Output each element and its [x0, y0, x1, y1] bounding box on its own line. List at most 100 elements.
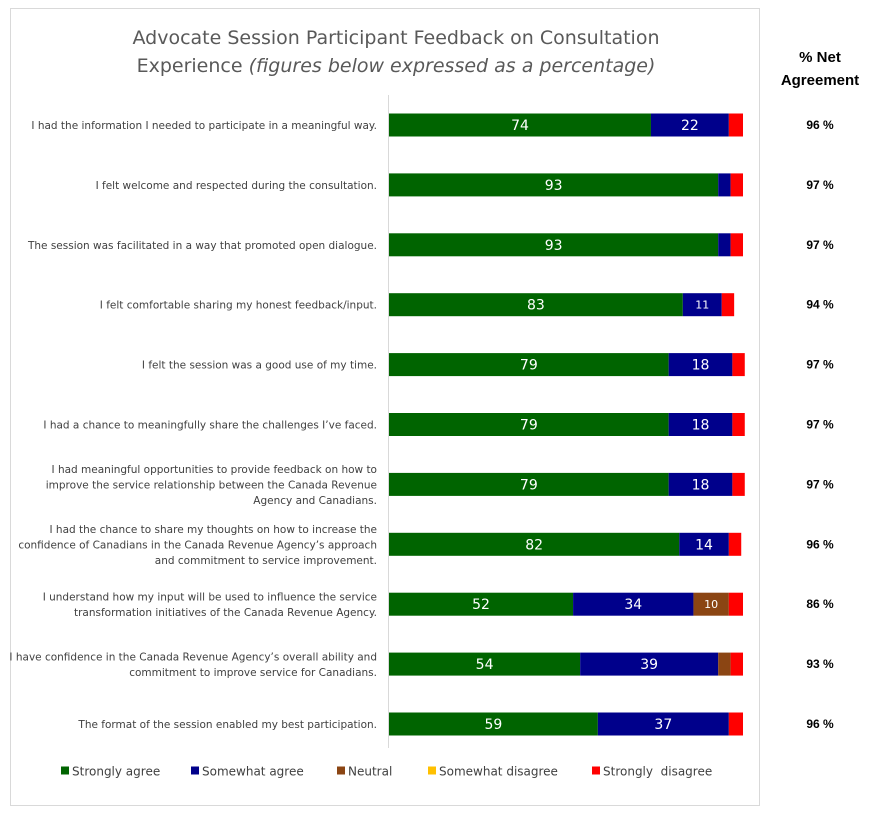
- bar-segment-strongly-agree: [389, 293, 683, 317]
- category-label: I felt the session was a good use of my …: [142, 360, 377, 372]
- bar-segment-strongly-agree: [389, 233, 719, 257]
- net-agreement-value: 97 %: [806, 477, 834, 491]
- bar-segment-strongly-agree: [389, 113, 651, 137]
- bar-segment-somewhat-agree: [682, 293, 722, 317]
- bar-segment-strongly-disagree: [728, 712, 743, 736]
- bar-segment-strongly-disagree: [730, 233, 743, 257]
- data-label: 37: [654, 717, 672, 733]
- bar-segment-strongly-disagree: [728, 113, 743, 137]
- net-agreement-value: 86 %: [806, 597, 834, 611]
- bar-segment-strongly-agree: [389, 353, 669, 377]
- bar-segment-somewhat-agree: [679, 532, 729, 556]
- data-label: 34: [624, 597, 642, 613]
- legend-label: Neutral: [348, 765, 392, 779]
- net-agreement-value: 94 %: [806, 298, 834, 312]
- data-label: 10: [704, 598, 718, 611]
- bar-segment-strongly-agree: [389, 592, 574, 616]
- legend-item: Somewhat agree: [191, 765, 304, 779]
- data-label: 79: [520, 477, 538, 493]
- category-label: I understand how my input will be used t…: [43, 592, 377, 604]
- chart-title-line2-main: Experience: [137, 55, 243, 77]
- bar-segment-somewhat-agree: [718, 233, 731, 257]
- data-label: 82: [525, 537, 543, 553]
- data-label: 39: [640, 657, 658, 673]
- category-label: I had the chance to share my thoughts on…: [49, 524, 377, 536]
- data-label: 93: [545, 178, 563, 194]
- net-agreement-value: 96 %: [806, 118, 834, 132]
- category-label: I have confidence in the Canada Revenue …: [9, 651, 377, 663]
- legend-label: Strongly agree: [72, 765, 160, 779]
- plot-area: I had the information I needed to partic…: [9, 113, 834, 736]
- legend-item: Somewhat disagree: [428, 765, 558, 779]
- legend-label: Strongly disagree: [603, 765, 712, 779]
- net-agreement-value: 96 %: [806, 537, 834, 551]
- bar-segment-strongly-agree: [389, 413, 669, 436]
- bar-segment-strongly-disagree: [721, 293, 735, 317]
- data-label: 59: [485, 717, 503, 733]
- bar-segment-somewhat-agree: [668, 472, 733, 496]
- bar-segment-strongly-agree: [389, 652, 581, 676]
- data-label: 22: [681, 118, 699, 134]
- category-label: confidence of Canadians in the Canada Re…: [18, 539, 377, 551]
- bar-segment-strongly-disagree: [732, 413, 745, 436]
- category-label: I had a chance to meaningfully share the…: [43, 420, 377, 432]
- data-label: 52: [472, 597, 490, 613]
- bar-segment-neutral: [693, 592, 729, 616]
- data-label: 74: [511, 118, 529, 134]
- category-label: I had the information I needed to partic…: [31, 120, 377, 132]
- legend-swatch: [61, 766, 69, 775]
- legend-swatch: [428, 766, 436, 775]
- data-label: 54: [476, 657, 494, 673]
- category-label: transformation initiatives of the Canada…: [74, 607, 377, 619]
- category-label: I had meaningful opportunities to provid…: [52, 464, 377, 476]
- data-label: 11: [695, 299, 709, 312]
- data-label: 14: [695, 537, 713, 553]
- bar-segment-somewhat-agree: [668, 413, 733, 436]
- data-label: 18: [692, 477, 710, 493]
- legend-label: Somewhat disagree: [439, 765, 558, 779]
- bar-segment-somewhat-agree: [580, 652, 719, 676]
- net-agreement-header-line1: % Net: [799, 49, 841, 66]
- data-label: 93: [545, 238, 563, 254]
- bar-segment-strongly-agree: [389, 472, 669, 496]
- bar-segment-strongly-disagree: [730, 652, 743, 676]
- bar-segment-strongly-disagree: [728, 592, 743, 616]
- bar-segment-strongly-disagree: [730, 173, 743, 197]
- bar-segment-strongly-disagree: [732, 353, 745, 377]
- net-agreement-value: 97 %: [806, 178, 834, 192]
- legend-swatch: [191, 766, 199, 775]
- bar-segment-somewhat-agree: [668, 353, 733, 377]
- legend-item: Strongly disagree: [592, 765, 712, 779]
- chart-title-note: (figures below expressed as a percentage…: [249, 55, 656, 77]
- bar-segment-neutral: [718, 652, 731, 676]
- legend-item: Strongly agree: [61, 765, 160, 779]
- bar-segment-somewhat-agree: [573, 592, 694, 616]
- net-agreement-value: 97 %: [806, 358, 834, 372]
- legend: Strongly agree Somewhat agree Neutral Somew…: [61, 765, 712, 779]
- data-label: 79: [520, 418, 538, 434]
- net-agreement-header-line2: Agreement: [781, 72, 859, 89]
- data-label: 18: [692, 358, 710, 374]
- legend-item: Neutral: [337, 765, 392, 779]
- net-agreement-value: 93 %: [806, 657, 834, 671]
- legend-swatch: [592, 766, 600, 775]
- chart-title-line2: Experience (figures below expressed as a…: [137, 55, 656, 77]
- category-label: The format of the session enabled my bes…: [77, 719, 377, 731]
- category-label: improve the service relationship between…: [46, 479, 377, 491]
- bar-segment-strongly-agree: [389, 173, 719, 197]
- data-label: 18: [692, 418, 710, 434]
- bar-segment-strongly-agree: [389, 712, 598, 736]
- category-label: commitment to improve service for Canadi…: [129, 667, 377, 679]
- chart-title: Advocate Session Participant Feedback on…: [132, 27, 659, 49]
- bar-segment-strongly-disagree: [732, 472, 745, 496]
- legend-swatch: [337, 766, 345, 775]
- bar-segment-somewhat-agree: [597, 712, 729, 736]
- category-label: I felt comfortable sharing my honest fee…: [100, 300, 377, 312]
- chart-frame: [10, 8, 760, 806]
- data-label: 83: [527, 298, 545, 314]
- category-label: The session was facilitated in a way tha…: [27, 240, 377, 252]
- category-label: Agency and Canadians.: [253, 495, 377, 507]
- category-label: and commitment to service improvement.: [155, 555, 377, 567]
- category-label: I felt welcome and respected during the …: [96, 180, 377, 192]
